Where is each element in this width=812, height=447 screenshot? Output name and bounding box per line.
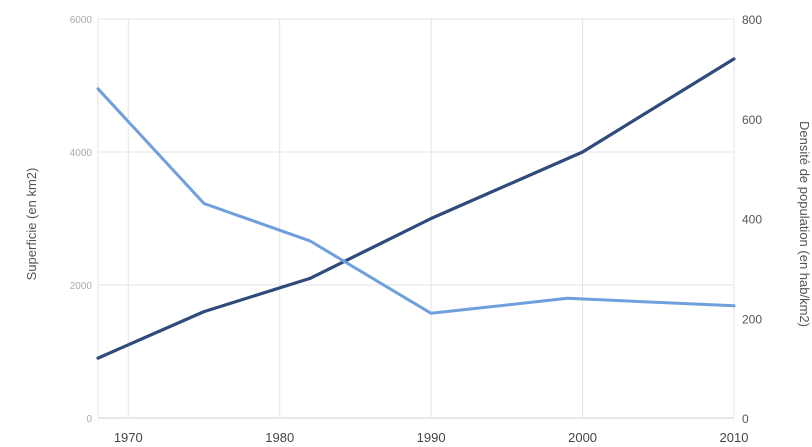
left-tick-label: 2000 <box>70 281 93 292</box>
right-axis-label: Densité de population (en hab/km2) <box>797 121 812 327</box>
left-axis-ticks: 0 2000 4000 6000 <box>70 15 93 425</box>
right-tick-label: 200 <box>742 312 762 326</box>
x-tick-label: 2010 <box>720 430 749 445</box>
x-tick-label: 1990 <box>417 430 446 445</box>
x-axis-ticks: 1970 1980 1990 2000 2010 <box>114 430 749 445</box>
right-tick-label: 0 <box>742 412 749 426</box>
left-axis-label: Superficie (en km2) <box>24 168 39 281</box>
right-tick-label: 800 <box>742 13 762 27</box>
series-line-1 <box>96 57 736 360</box>
series-line-2 <box>96 87 736 315</box>
x-tick-label: 1970 <box>114 430 143 445</box>
right-tick-label: 400 <box>742 213 762 227</box>
grid <box>97 18 735 419</box>
x-tick-label: 2000 <box>568 430 597 445</box>
left-tick-label: 0 <box>86 414 92 425</box>
left-tick-label: 6000 <box>70 15 93 26</box>
series-layer <box>96 57 736 360</box>
right-axis-ticks: 0 200 400 600 800 <box>742 13 762 426</box>
right-tick-label: 600 <box>742 113 762 127</box>
x-tick-label: 1980 <box>265 430 294 445</box>
left-tick-label: 4000 <box>70 148 93 159</box>
